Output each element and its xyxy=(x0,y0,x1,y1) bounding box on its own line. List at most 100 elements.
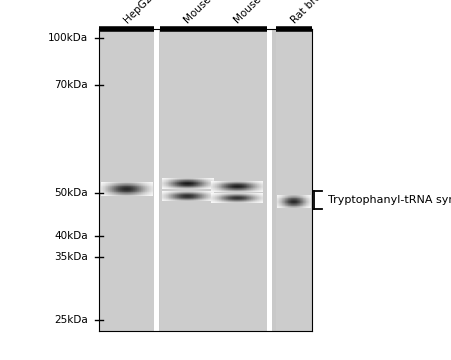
Bar xyxy=(247,189,248,190)
Bar xyxy=(250,196,251,197)
Bar xyxy=(169,181,170,182)
Bar xyxy=(212,199,213,200)
Bar xyxy=(250,186,251,187)
Bar xyxy=(117,191,118,192)
Bar xyxy=(110,195,111,196)
Bar xyxy=(109,186,110,187)
Bar xyxy=(118,192,119,193)
Bar xyxy=(261,188,262,189)
Bar xyxy=(124,184,125,185)
Bar xyxy=(243,183,244,184)
Bar xyxy=(246,202,247,203)
Bar xyxy=(245,189,246,190)
Bar xyxy=(233,188,234,189)
Bar xyxy=(172,182,173,183)
Bar xyxy=(252,200,253,201)
Bar xyxy=(224,199,225,200)
Bar xyxy=(221,200,222,201)
Bar xyxy=(146,185,147,186)
Bar xyxy=(117,195,118,196)
Bar xyxy=(217,191,218,192)
Bar xyxy=(249,200,250,201)
Bar xyxy=(133,190,134,191)
Bar xyxy=(223,183,224,184)
Bar xyxy=(184,187,185,188)
Bar xyxy=(134,190,135,191)
Bar xyxy=(206,182,207,183)
Bar xyxy=(230,202,231,203)
Bar xyxy=(233,191,234,192)
Bar xyxy=(206,181,207,182)
Bar xyxy=(217,197,218,198)
Bar xyxy=(197,197,198,198)
Bar xyxy=(204,197,205,198)
Bar xyxy=(185,191,186,192)
Bar xyxy=(178,198,179,199)
Bar xyxy=(162,199,163,200)
Text: Mouse brain: Mouse brain xyxy=(232,0,284,25)
Bar xyxy=(111,189,112,190)
Bar xyxy=(220,198,221,199)
Bar xyxy=(244,184,245,185)
Bar xyxy=(166,184,167,185)
Bar xyxy=(129,186,130,187)
Bar xyxy=(180,196,181,197)
Bar xyxy=(174,183,175,184)
Bar xyxy=(179,192,180,193)
Bar xyxy=(208,185,209,186)
Bar xyxy=(219,199,220,200)
Bar xyxy=(215,187,216,188)
Bar xyxy=(123,188,124,189)
Bar xyxy=(199,185,200,186)
Bar xyxy=(230,200,231,201)
Bar xyxy=(212,202,213,203)
Bar xyxy=(161,193,162,194)
Bar xyxy=(163,198,164,199)
Bar xyxy=(213,191,214,192)
Bar xyxy=(186,188,187,189)
Bar xyxy=(153,29,159,331)
Bar xyxy=(223,197,224,198)
Bar xyxy=(232,194,233,195)
Bar xyxy=(233,181,234,182)
Bar xyxy=(218,201,219,202)
Bar xyxy=(239,184,240,185)
Bar xyxy=(167,196,168,197)
Bar xyxy=(191,179,192,180)
Bar xyxy=(248,191,249,192)
Bar xyxy=(175,198,176,199)
Bar xyxy=(213,196,214,197)
Bar xyxy=(210,183,211,184)
Bar xyxy=(235,190,236,191)
Bar xyxy=(147,183,148,184)
Bar xyxy=(109,189,110,190)
Bar xyxy=(196,200,197,201)
Bar xyxy=(170,191,171,192)
Bar xyxy=(224,196,225,197)
Bar xyxy=(206,180,207,181)
Bar xyxy=(231,185,232,186)
Bar xyxy=(186,191,187,192)
Bar xyxy=(220,200,221,201)
Bar xyxy=(143,195,144,196)
Bar xyxy=(123,194,124,195)
Bar xyxy=(230,181,231,182)
Bar xyxy=(167,195,168,196)
Bar xyxy=(214,181,215,182)
Bar xyxy=(175,191,176,192)
Bar xyxy=(184,178,185,179)
Bar xyxy=(180,182,181,183)
Bar xyxy=(208,196,209,197)
Bar xyxy=(225,185,226,186)
Bar xyxy=(125,188,126,189)
Bar xyxy=(212,201,213,202)
Bar xyxy=(103,192,104,193)
Bar xyxy=(177,199,178,200)
Bar xyxy=(166,198,167,199)
Bar xyxy=(226,184,227,185)
Bar xyxy=(180,181,181,182)
Bar xyxy=(108,184,109,185)
Bar xyxy=(212,183,213,184)
Bar xyxy=(133,184,134,185)
Bar xyxy=(259,199,260,200)
